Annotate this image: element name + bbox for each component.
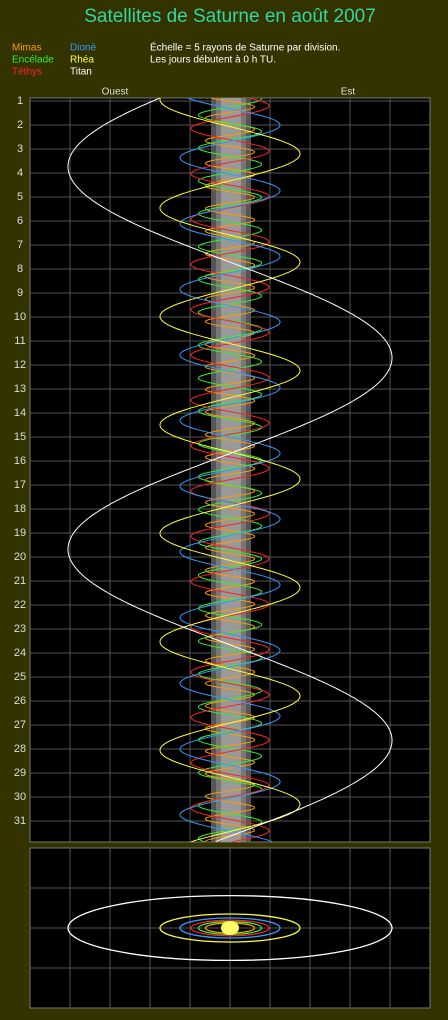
legend-entry: Rhéa — [70, 55, 94, 66]
title: Satellites de Saturne en août 2007 — [84, 6, 376, 27]
note: Échelle = 5 rayons de Saturne par divisi… — [150, 41, 340, 54]
day-label: 30 — [14, 791, 26, 803]
day-label: 12 — [14, 359, 26, 371]
legend-entry: Dioné — [70, 43, 97, 54]
west-label: Ouest — [102, 87, 129, 98]
day-label: 5 — [17, 191, 23, 203]
orbit-curve — [190, 97, 270, 843]
orbit-curve — [197, 98, 263, 843]
day-label: 18 — [14, 503, 26, 515]
day-label: 29 — [14, 767, 26, 779]
day-label: 10 — [14, 311, 26, 323]
orbit-curve — [159, 97, 301, 843]
day-label: 14 — [14, 407, 26, 419]
day-label: 6 — [17, 215, 23, 227]
day-label: 7 — [17, 239, 23, 251]
day-label: 22 — [14, 599, 26, 611]
day-label: 19 — [14, 527, 26, 539]
saturn — [221, 921, 239, 935]
orbit-ellipse — [190, 919, 270, 937]
east-label: Est — [341, 87, 356, 98]
day-label: 15 — [14, 431, 26, 443]
legend-entry: Mimas — [12, 43, 41, 54]
day-label: 13 — [14, 383, 26, 395]
legend-entry: Encélade — [12, 55, 54, 66]
orbits — [67, 97, 393, 962]
orbit-ellipse — [159, 913, 301, 943]
day-label: 31 — [14, 815, 26, 827]
day-label: 24 — [14, 647, 26, 659]
day-label: 3 — [17, 143, 23, 155]
day-label: 8 — [17, 263, 23, 275]
orbit-ellipse — [67, 894, 393, 962]
day-label: 9 — [17, 287, 23, 299]
day-label: 17 — [14, 479, 26, 491]
day-label: 1 — [17, 95, 23, 107]
legend-entry: Téthys — [12, 67, 42, 78]
day-label: 21 — [14, 575, 26, 587]
day-label: 23 — [14, 623, 26, 635]
day-label: 28 — [14, 743, 26, 755]
orbit-curve — [67, 97, 393, 843]
day-label: 25 — [14, 671, 26, 683]
orbit-ellipse — [179, 917, 281, 939]
day-label: 26 — [14, 695, 26, 707]
day-label: 16 — [14, 455, 26, 467]
day-label: 2 — [17, 119, 23, 131]
day-label: 27 — [14, 719, 26, 731]
day-labels: 1234567891011121314151617181920212223242… — [14, 95, 26, 827]
note: Les jours débutent à 0 h TU. — [150, 55, 276, 66]
legend-entry: Titan — [70, 67, 92, 78]
orbit-curve — [204, 97, 256, 842]
day-label: 20 — [14, 551, 26, 563]
day-label: 4 — [17, 167, 23, 179]
day-label: 11 — [14, 335, 25, 347]
